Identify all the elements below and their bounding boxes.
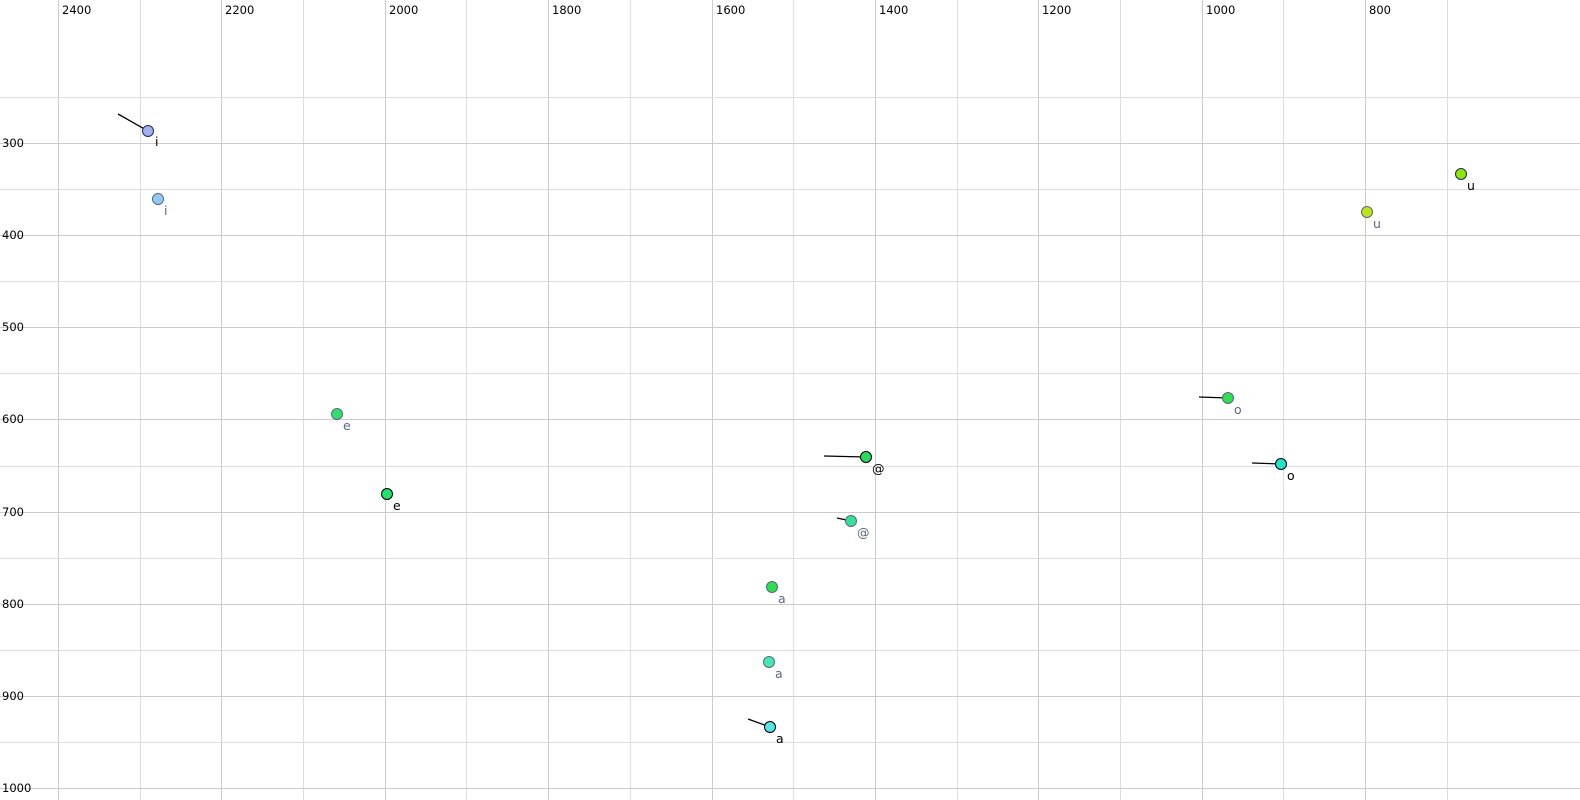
data-point-label: a bbox=[775, 666, 783, 681]
x-gridline-minor bbox=[303, 0, 304, 800]
y-tick-label: 600 bbox=[2, 412, 24, 426]
y-tick-label: 700 bbox=[2, 505, 24, 519]
y-gridline-minor bbox=[0, 189, 1580, 190]
y-tick-label: 300 bbox=[2, 136, 24, 150]
y-gridline-minor bbox=[0, 466, 1580, 467]
y-gridline-minor bbox=[0, 281, 1580, 282]
x-gridline-major bbox=[1038, 0, 1039, 800]
data-point-label: a bbox=[776, 731, 784, 746]
data-point-label: u bbox=[1373, 216, 1381, 231]
data-point-i[interactable] bbox=[152, 193, 164, 205]
data-point-i[interactable] bbox=[142, 125, 154, 137]
data-point-label: o bbox=[1234, 402, 1242, 417]
data-point-label: e bbox=[393, 498, 401, 513]
y-gridline-major bbox=[0, 696, 1580, 697]
data-point-label: e bbox=[343, 418, 351, 433]
x-gridline-major bbox=[875, 0, 876, 800]
x-gridline-major bbox=[58, 0, 59, 800]
x-gridline-major bbox=[1365, 0, 1366, 800]
x-tick-label: 1800 bbox=[552, 3, 582, 17]
data-point-e[interactable] bbox=[331, 408, 343, 420]
x-tick-label: 1000 bbox=[1206, 3, 1236, 17]
data-point-label: i bbox=[155, 134, 159, 149]
y-gridline-minor bbox=[0, 650, 1580, 651]
data-point-label: i bbox=[164, 203, 168, 218]
data-point-label: o bbox=[1287, 468, 1295, 483]
y-gridline-major bbox=[0, 512, 1580, 513]
x-tick-label: 2400 bbox=[62, 3, 92, 17]
data-point-e[interactable] bbox=[381, 488, 393, 500]
data-point-label: u bbox=[1467, 178, 1475, 193]
x-gridline-major bbox=[548, 0, 549, 800]
x-tick-label: 800 bbox=[1369, 3, 1391, 17]
x-tick-label: 2000 bbox=[389, 3, 419, 17]
x-gridline-minor bbox=[957, 0, 958, 800]
data-point-u[interactable] bbox=[1361, 206, 1373, 218]
x-tick-label: 1400 bbox=[879, 3, 909, 17]
x-gridline-major bbox=[385, 0, 386, 800]
x-gridline-minor bbox=[140, 0, 141, 800]
x-gridline-minor bbox=[1283, 0, 1284, 800]
data-point-a[interactable] bbox=[763, 656, 775, 668]
y-gridline-major bbox=[0, 143, 1580, 144]
data-point-u[interactable] bbox=[1455, 168, 1467, 180]
x-tick-label: 1600 bbox=[716, 3, 746, 17]
y-tick-label: 400 bbox=[2, 228, 24, 242]
y-tick-label: 1000 bbox=[2, 781, 32, 795]
y-gridline-minor bbox=[0, 558, 1580, 559]
data-point-a[interactable] bbox=[764, 721, 776, 733]
data-point-o[interactable] bbox=[1222, 392, 1234, 404]
x-tick-label: 1200 bbox=[1042, 3, 1072, 17]
y-gridline-minor bbox=[0, 373, 1580, 374]
y-gridline-minor bbox=[0, 97, 1580, 98]
y-gridline-major bbox=[0, 604, 1580, 605]
y-gridline-minor bbox=[0, 742, 1580, 743]
y-tick-label: 800 bbox=[2, 597, 24, 611]
data-point-o[interactable] bbox=[1275, 458, 1287, 470]
x-gridline-minor bbox=[793, 0, 794, 800]
y-tick-label: 500 bbox=[2, 320, 24, 334]
data-point-schwa[interactable] bbox=[845, 515, 857, 527]
data-point-label: a bbox=[778, 591, 786, 606]
y-gridline-major bbox=[0, 419, 1580, 420]
x-gridline-minor bbox=[1120, 0, 1121, 800]
x-tick-label: 2200 bbox=[225, 3, 255, 17]
y-tick-label: 900 bbox=[2, 689, 24, 703]
x-gridline-major bbox=[221, 0, 222, 800]
data-point-label: @ bbox=[857, 525, 870, 540]
data-point-a[interactable] bbox=[766, 581, 778, 593]
y-gridline-major bbox=[0, 327, 1580, 328]
y-gridline-major bbox=[0, 788, 1580, 789]
x-gridline-minor bbox=[630, 0, 631, 800]
y-gridline-major bbox=[0, 235, 1580, 236]
x-gridline-minor bbox=[466, 0, 467, 800]
data-point-schwa[interactable] bbox=[860, 451, 872, 463]
x-gridline-minor bbox=[1447, 0, 1448, 800]
data-point-label: @ bbox=[872, 461, 885, 476]
x-gridline-major bbox=[712, 0, 713, 800]
x-gridline-major bbox=[1202, 0, 1203, 800]
